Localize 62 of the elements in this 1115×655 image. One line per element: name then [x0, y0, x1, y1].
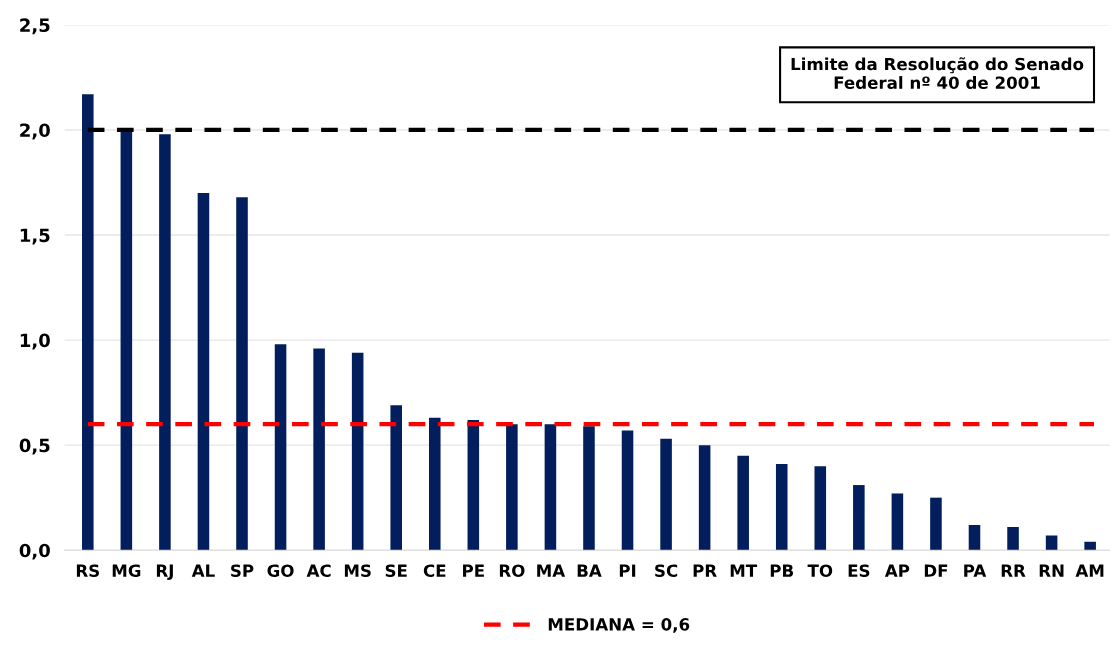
bar — [236, 197, 248, 551]
x-tick-label: RS — [76, 564, 99, 577]
bar — [197, 192, 210, 551]
bar — [968, 524, 981, 551]
x-tick-label: MA — [537, 564, 566, 577]
x-tick-label: MS — [344, 564, 371, 577]
y-tick-label: 2,5 — [20, 18, 50, 35]
y-tick-label: 2,0 — [20, 123, 50, 140]
legend-label: MEDIANA = 0,6 — [548, 618, 690, 633]
x-tick-label: CE — [423, 564, 446, 577]
x-tick-label: GO — [267, 564, 294, 577]
y-tick-label: 1,5 — [20, 228, 50, 245]
x-tick-label: PB — [770, 564, 794, 577]
x-tick-label: RJ — [156, 564, 173, 581]
bar — [120, 132, 133, 551]
x-tick-label: SC — [655, 564, 678, 577]
bar — [660, 438, 672, 551]
x-tick-label: AL — [191, 564, 215, 577]
bar — [698, 445, 711, 551]
bar — [428, 417, 441, 551]
bar — [1084, 541, 1096, 551]
x-tick-label: ES — [848, 564, 870, 577]
bar — [853, 485, 865, 551]
bar — [1045, 535, 1058, 551]
bar — [159, 134, 171, 551]
x-tick-label: AP — [884, 564, 910, 577]
bar — [390, 405, 402, 551]
x-tick-label: PE — [463, 564, 484, 577]
x-tick-label: MT — [730, 564, 758, 577]
x-tick-label: RO — [499, 564, 525, 577]
x-tick-label: PR — [693, 564, 717, 577]
bar — [467, 419, 480, 551]
bar — [775, 464, 788, 551]
bar — [82, 94, 94, 551]
y-tick-label: 0,0 — [19, 543, 50, 560]
x-tick-label: RR — [1001, 564, 1026, 577]
x-tick-label: BA — [577, 564, 602, 577]
x-tick-label: SP — [231, 564, 254, 577]
x-tick-label: MG — [112, 564, 141, 577]
bar — [621, 430, 634, 551]
y-tick-label: 1,0 — [20, 333, 50, 350]
x-tick-label: PI — [619, 564, 636, 577]
annotation: Limite da Resolução do Senado Federal nº 40 de 2001 — [791, 57, 1084, 90]
bar — [313, 348, 325, 551]
x-tick-label: DF — [924, 564, 948, 577]
bar — [930, 497, 942, 551]
x-tick-label: PA — [964, 564, 987, 577]
x-tick-label: RN — [1039, 564, 1064, 577]
y-tick-label: 0,5 — [19, 438, 50, 455]
bar — [1007, 527, 1019, 551]
x-tick-label: AC — [306, 564, 331, 577]
bar — [583, 426, 595, 551]
bar — [737, 455, 749, 551]
bar — [506, 424, 518, 551]
bar — [351, 352, 364, 551]
x-tick-label: TO — [807, 564, 833, 577]
x-tick-label: SE — [385, 564, 407, 577]
bar — [814, 466, 827, 551]
bar — [891, 493, 904, 551]
bar — [274, 344, 287, 551]
bar — [544, 424, 557, 551]
x-tick-label: AM — [1075, 564, 1104, 577]
